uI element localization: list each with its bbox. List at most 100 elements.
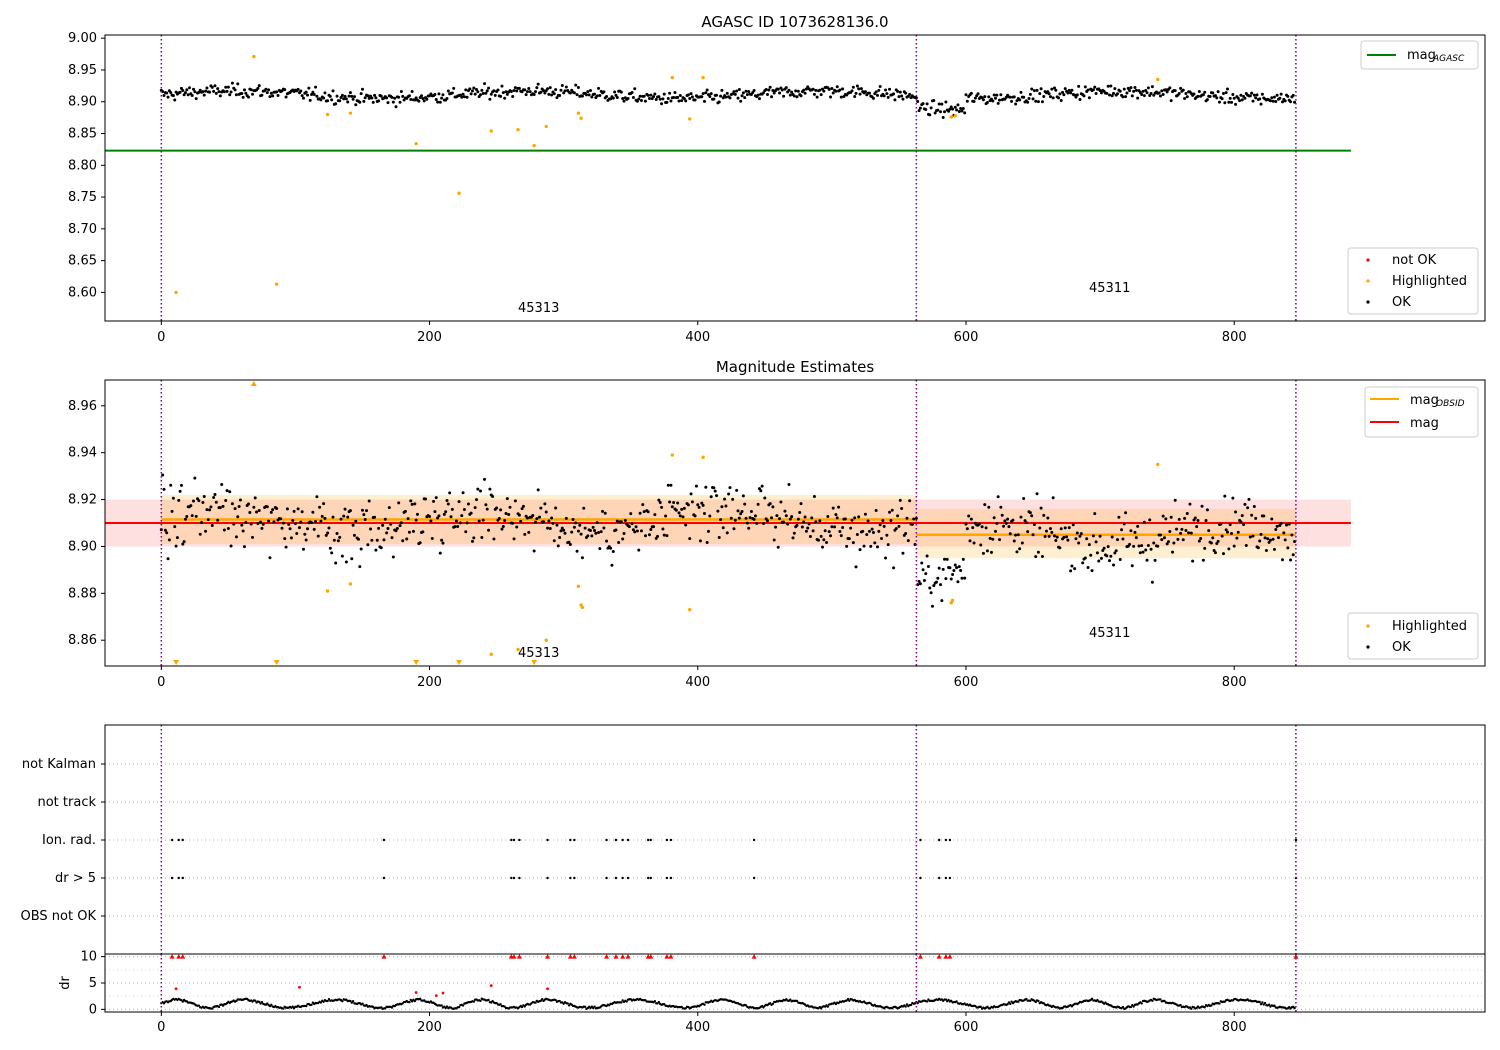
ok-point (713, 489, 717, 493)
ok-point (959, 568, 963, 572)
ok-point (622, 532, 626, 536)
ok-point (1149, 547, 1153, 551)
dr-point (310, 1003, 313, 1007)
ok-point (657, 95, 661, 99)
ok-point (1011, 518, 1015, 522)
ok-point (1161, 514, 1165, 518)
flag-row-label: Ion. rad. (42, 833, 96, 848)
ok-point (314, 85, 318, 89)
ok-point (1051, 496, 1055, 500)
ok-point (743, 96, 747, 100)
ok-point (1256, 546, 1260, 550)
ok-point (407, 530, 411, 534)
ok-point (1232, 544, 1236, 548)
ok-point (812, 92, 816, 96)
ok-point (1125, 91, 1129, 95)
flag-point (669, 838, 673, 842)
ok-point (1283, 538, 1287, 542)
ok-point (394, 529, 398, 533)
ok-point (1091, 534, 1095, 538)
dr-point (909, 1003, 913, 1007)
ok-point (859, 87, 863, 91)
ok-point (800, 525, 804, 529)
ok-point (1172, 541, 1176, 545)
ok-point (570, 530, 574, 534)
flag-point (669, 876, 673, 880)
ok-point (436, 516, 440, 520)
ok-point (776, 87, 780, 91)
ok-point (421, 530, 425, 534)
ok-point (324, 533, 328, 537)
ok-point (1189, 531, 1193, 535)
ok-point (1250, 513, 1254, 517)
flag-point (518, 876, 521, 880)
ok-point (445, 499, 449, 503)
ok-point (336, 539, 340, 543)
ok-point (1184, 91, 1188, 95)
highlighted-point (516, 127, 520, 132)
ok-point (1169, 515, 1173, 519)
ok-point (420, 94, 424, 98)
ok-point (705, 541, 709, 545)
dr-point (795, 999, 799, 1003)
ok-point (1053, 86, 1057, 90)
ok-point (1196, 94, 1200, 98)
ok-point (837, 505, 841, 509)
ok-point (1098, 534, 1102, 538)
dr-point (445, 1005, 449, 1008)
ok-point (723, 497, 727, 501)
ok-point (556, 544, 560, 548)
ok-point (1223, 101, 1227, 105)
ok-point (1236, 530, 1240, 534)
ok-point (1208, 94, 1212, 98)
ok-point (815, 95, 819, 99)
ok-point (598, 93, 602, 97)
ok-point (462, 95, 466, 99)
highlighted-point (414, 141, 418, 146)
y-tick-label: 10 (80, 950, 97, 965)
ok-point (587, 93, 591, 97)
ok-point (464, 530, 468, 534)
ok-point (281, 521, 285, 525)
dr-point (461, 1004, 465, 1007)
flag-point (649, 838, 653, 842)
ok-point (621, 97, 625, 101)
ok-point (829, 534, 833, 538)
highlighted-point (953, 114, 957, 118)
ok-point (782, 520, 786, 524)
ok-point (525, 90, 529, 94)
dr-point (291, 1005, 294, 1008)
ok-point (1228, 96, 1232, 100)
flag-point (919, 838, 922, 842)
ok-point (921, 568, 925, 572)
ok-point (275, 507, 279, 511)
dr-point (620, 1001, 623, 1004)
dr-clipped-marker (567, 954, 573, 959)
ok-point (217, 90, 221, 94)
ok-point (1176, 537, 1180, 541)
y-tick-label: 8.85 (68, 127, 97, 142)
ok-point (1043, 534, 1047, 538)
ok-point (300, 94, 304, 98)
ok-point (772, 91, 776, 95)
ok-point (897, 524, 901, 528)
ok-point (987, 95, 991, 99)
ok-point (310, 92, 314, 96)
ok-point (871, 96, 875, 100)
ok-point (1274, 99, 1278, 103)
ok-point (465, 521, 469, 525)
ok-point (193, 90, 197, 94)
ok-point (1136, 524, 1140, 528)
flag-point (665, 838, 669, 842)
dr-clipped-marker (169, 954, 175, 959)
ok-point (1203, 546, 1207, 550)
ok-point (538, 515, 542, 519)
ok-point (736, 509, 740, 513)
dr-point (1293, 1006, 1296, 1010)
dr-clipped-marker (917, 954, 923, 959)
ok-point (520, 507, 524, 511)
ok-point (374, 548, 378, 552)
dr-outlier-point (489, 984, 493, 988)
ok-point (525, 516, 529, 520)
ok-point (778, 517, 782, 521)
